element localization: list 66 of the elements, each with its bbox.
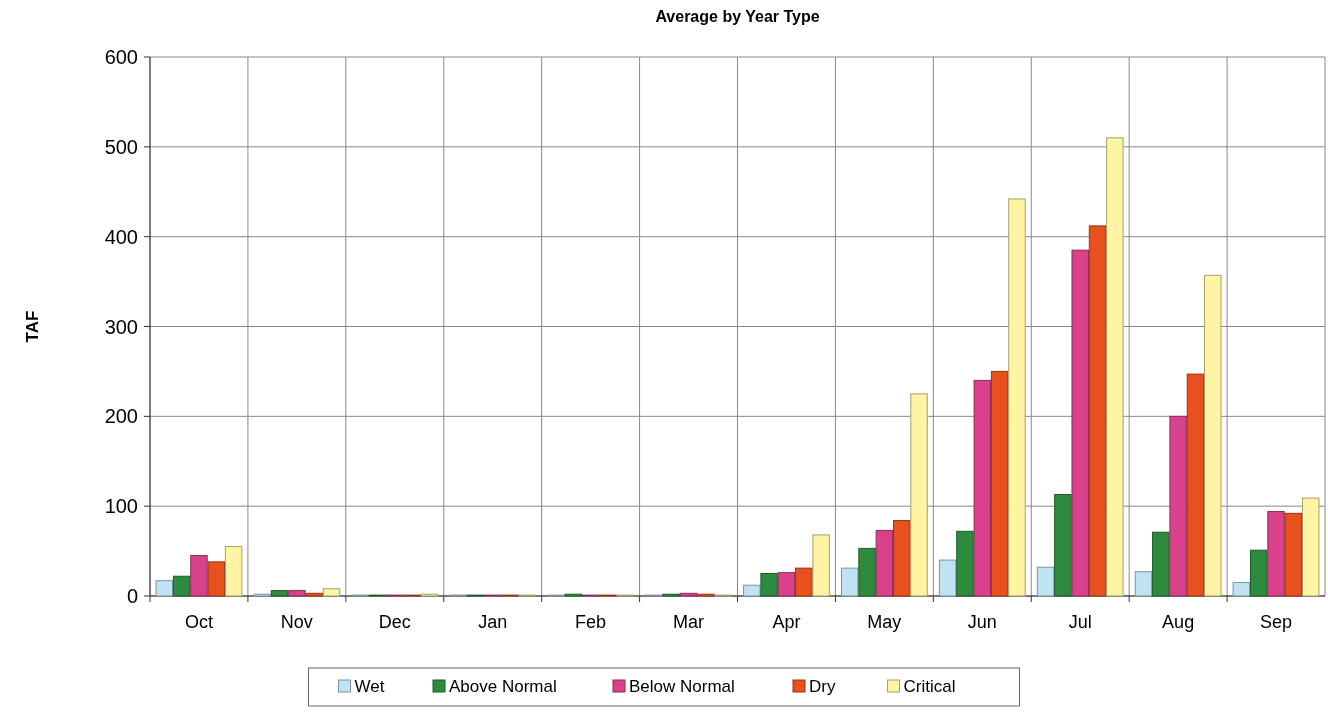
- chart-title: Average by Year Type: [655, 8, 820, 25]
- x-tick-label: May: [867, 612, 902, 632]
- y-tick-label: 500: [104, 135, 138, 158]
- x-tick-label: Jun: [967, 612, 997, 632]
- legend-label: Above Normal: [449, 677, 557, 696]
- x-tick-label: Dec: [378, 612, 411, 632]
- bar: [875, 529, 894, 597]
- bar: [270, 590, 289, 597]
- bar: [1232, 582, 1251, 597]
- x-tick-label: Jul: [1068, 612, 1092, 632]
- y-tick-label: 200: [104, 405, 138, 428]
- bar: [858, 547, 876, 597]
- bar: [840, 567, 859, 597]
- bar: [1134, 571, 1153, 597]
- bar: [1284, 512, 1303, 597]
- x-tick-label: Nov: [280, 612, 313, 632]
- legend-label: Below Normal: [629, 677, 735, 696]
- bar: [990, 370, 1009, 597]
- bar: [190, 555, 208, 597]
- y-tick-label: 300: [104, 315, 138, 338]
- x-tick-label: Mar: [673, 612, 705, 632]
- legend-label: Dry: [809, 677, 836, 696]
- bar: [1186, 373, 1205, 597]
- bar: [305, 592, 323, 597]
- bar: [1169, 415, 1187, 597]
- x-tick-label: Aug: [1162, 612, 1195, 632]
- bar: [743, 584, 761, 597]
- bar: [760, 573, 778, 597]
- bar: [1267, 511, 1285, 597]
- bar: [812, 534, 830, 597]
- bar: [1152, 531, 1170, 597]
- bar: [155, 580, 174, 597]
- x-tick-label: Oct: [184, 612, 213, 632]
- y-tick-label: 600: [104, 46, 138, 68]
- bar: [224, 546, 243, 597]
- bar: [938, 559, 957, 597]
- legend-label: Wet: [354, 677, 385, 696]
- bar: [1249, 549, 1268, 597]
- bar: [172, 575, 191, 597]
- bar: [973, 379, 992, 597]
- bar: [1036, 566, 1055, 597]
- bar: [679, 592, 698, 597]
- bar: [956, 530, 974, 597]
- y-tick-label: 0: [126, 585, 138, 607]
- bar: [1054, 493, 1072, 597]
- bar: [777, 572, 796, 597]
- bar: [1204, 274, 1222, 597]
- bar: [1088, 225, 1107, 597]
- x-tick-label: Jan: [478, 612, 508, 632]
- bar: [1008, 198, 1026, 597]
- bar: [288, 590, 306, 597]
- bar: [1301, 497, 1320, 597]
- legend-label: Critical: [903, 677, 956, 696]
- bar: [207, 561, 226, 597]
- y-tick-label: 100: [104, 495, 138, 518]
- x-tick-label: Apr: [772, 612, 801, 632]
- bar: [910, 393, 928, 597]
- x-tick-label: Feb: [575, 612, 607, 632]
- bar: [1071, 249, 1089, 597]
- y-axis-title: TAF: [23, 310, 42, 343]
- y-tick-label: 400: [104, 225, 138, 248]
- bar: [1106, 137, 1124, 597]
- bar: [322, 588, 341, 597]
- x-tick-label: Sep: [1260, 612, 1293, 632]
- bar: [892, 520, 911, 597]
- bar: [795, 567, 813, 597]
